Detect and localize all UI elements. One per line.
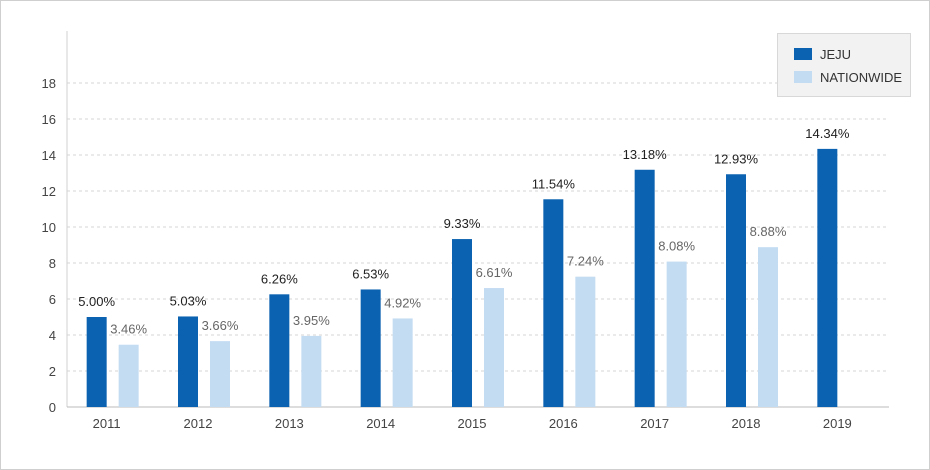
data-label-nationwide: 3.46% <box>110 322 147 337</box>
x-tick-label: 2014 <box>366 416 395 431</box>
bar-jeju <box>360 289 381 407</box>
data-label-nationwide: 7.24% <box>567 254 604 269</box>
bar-jeju <box>178 316 198 407</box>
bar-jeju <box>543 199 564 407</box>
x-tick-label: 2011 <box>93 416 121 431</box>
y-tick-label: 0 <box>49 400 56 415</box>
y-tick-label: 6 <box>49 292 56 307</box>
data-label-jeju: 6.53% <box>352 266 389 281</box>
y-tick-label: 2 <box>49 364 56 379</box>
data-label-jeju: 13.18% <box>623 147 668 162</box>
x-tick-label: 2016 <box>549 416 578 431</box>
x-tick-label: 2017 <box>640 416 669 431</box>
x-tick-label: 2015 <box>458 416 487 431</box>
legend-swatch-nationwide <box>794 71 812 83</box>
legend-label-nationwide: NATIONWIDE <box>820 69 903 85</box>
legend-item-jeju: JEJU <box>794 46 851 62</box>
legend-label-jeju: JEJU <box>820 46 852 62</box>
data-label-nationwide: 4.92% <box>384 295 421 310</box>
bar-jeju <box>817 148 838 407</box>
data-label-jeju: 5.00% <box>78 294 115 309</box>
y-tick-label: 18 <box>42 76 56 91</box>
bar-nationwide <box>575 276 596 407</box>
bar-nationwide <box>210 341 230 407</box>
data-label-jeju: 9.33% <box>444 216 481 231</box>
bar-jeju <box>452 239 472 407</box>
data-label-nationwide: 6.61% <box>476 265 513 280</box>
data-label-nationwide: 3.95% <box>293 313 330 328</box>
x-tick-label: 2019 <box>823 416 852 431</box>
x-tick-label: 2013 <box>275 416 304 431</box>
data-label-jeju: 12.93% <box>714 151 759 166</box>
bar-jeju <box>86 317 107 407</box>
bar-jeju <box>726 174 746 407</box>
bar-nationwide <box>758 247 778 407</box>
data-label-jeju: 5.03% <box>170 293 207 308</box>
legend-item-nationwide: NATIONWIDE <box>794 69 902 85</box>
y-tick-label: 16 <box>42 112 56 127</box>
y-tick-label: 4 <box>49 328 56 343</box>
x-tick-label: 2018 <box>732 416 761 431</box>
y-tick-label: 14 <box>42 148 56 163</box>
bar-nationwide <box>484 288 504 407</box>
data-label-jeju: 11.54% <box>532 176 576 191</box>
chart-legend: JEJU NATIONWIDE <box>777 33 911 97</box>
data-label-jeju: 14.34% <box>805 126 850 141</box>
bar-nationwide <box>392 318 413 407</box>
bar-jeju <box>634 169 655 407</box>
data-label-nationwide: 8.08% <box>658 239 695 254</box>
bar-nationwide <box>666 261 687 407</box>
data-label-nationwide: 8.88% <box>750 224 787 239</box>
data-label-jeju: 6.26% <box>261 271 298 286</box>
bar-jeju <box>269 294 290 407</box>
legend-swatch-jeju <box>794 48 812 60</box>
x-tick-label: 2012 <box>184 416 213 431</box>
y-tick-label: 8 <box>49 256 56 271</box>
bar-nationwide <box>118 344 139 407</box>
bar-nationwide <box>301 335 322 407</box>
data-label-nationwide: 3.66% <box>202 318 239 333</box>
y-tick-label: 10 <box>42 220 56 235</box>
y-tick-label: 12 <box>42 184 56 199</box>
